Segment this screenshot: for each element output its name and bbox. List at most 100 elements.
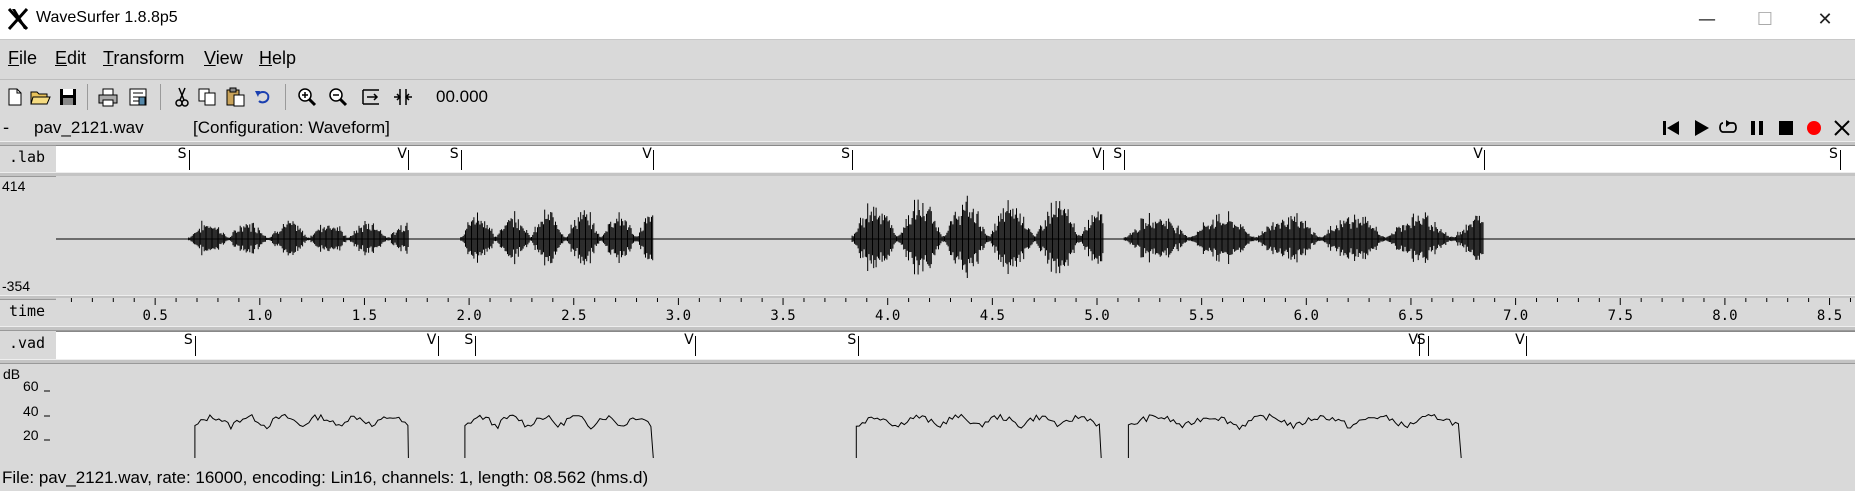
- time-tick-label: 6.0: [1294, 308, 1319, 324]
- time-tick-label: 3.5: [770, 308, 795, 324]
- wave-max-label: 414: [2, 178, 26, 194]
- sound-header: - pav_2121.wav [Configuration: Waveform]: [0, 114, 1855, 142]
- vad-boundary-line[interactable]: [194, 336, 196, 356]
- new-file-icon[interactable]: [4, 86, 26, 108]
- wave-min-label: -354: [2, 278, 31, 294]
- time-tick-label: 6.5: [1398, 308, 1423, 324]
- time-tick-label: 4.5: [980, 308, 1005, 324]
- time-axis-label: time: [8, 302, 46, 320]
- toolbar: 00.000: [0, 79, 1855, 115]
- pane-divider: [0, 326, 1855, 331]
- paste-icon[interactable]: [224, 86, 246, 108]
- time-axis[interactable]: 0.5 1.0 1.5 2.0 2.5 3.0 3.5 4.0 4.5 5.0 5.5 6.0 6.5 7…: [56, 298, 1855, 326]
- vad-boundary-line[interactable]: [475, 336, 477, 356]
- vad-boundary-line[interactable]: [858, 336, 860, 356]
- time-tick-label: 5.5: [1189, 308, 1214, 324]
- time-tick-label: 0.5: [143, 308, 168, 324]
- vad-boundary-line[interactable]: [1427, 336, 1429, 356]
- undo-icon[interactable]: [252, 86, 274, 108]
- lab-boundary-line[interactable]: [653, 150, 655, 170]
- lab-boundary-line[interactable]: [188, 150, 190, 170]
- time-tick-label: 4.0: [875, 308, 900, 324]
- minimize-button[interactable]: —: [1679, 0, 1735, 39]
- stop-icon[interactable]: [1775, 117, 1797, 139]
- maximize-button[interactable]: ☐: [1737, 0, 1793, 39]
- db-power-curve: [194, 413, 409, 459]
- vad-boundary-line[interactable]: [1419, 336, 1421, 356]
- lab-segment-label: V: [642, 146, 652, 162]
- play-icon[interactable]: [1690, 117, 1712, 139]
- lab-boundary-line[interactable]: [1484, 150, 1486, 170]
- lab-segment-label: S: [1829, 146, 1838, 162]
- vad-boundary-line[interactable]: [437, 336, 439, 356]
- time-tick-label: 8.0: [1712, 308, 1737, 324]
- play-loop-icon[interactable]: [1717, 117, 1739, 139]
- time-tick-label: 7.5: [1608, 308, 1633, 324]
- db-power-pane[interactable]: [56, 366, 1855, 466]
- menu-transform[interactable]: Transform: [103, 48, 185, 68]
- menu-bar: File Edit Transform View Help: [0, 39, 1855, 79]
- vad-boundary-line[interactable]: [1526, 336, 1528, 356]
- configuration-label: [Configuration: Waveform]: [193, 118, 390, 137]
- vad-segment-label: S: [847, 332, 857, 348]
- menu-view[interactable]: View: [204, 48, 243, 68]
- toolbar-separator: [285, 84, 286, 110]
- lab-segment-label: S: [841, 146, 850, 162]
- properties-icon[interactable]: [127, 86, 149, 108]
- print-icon[interactable]: [97, 86, 119, 108]
- lab-boundary-line[interactable]: [852, 150, 854, 170]
- lab-segment-label: V: [1092, 146, 1102, 162]
- toolbar-separator: [87, 84, 88, 110]
- menu-edit[interactable]: Edit: [55, 48, 87, 68]
- lab-segment-label: S: [449, 146, 459, 162]
- zoom-in-icon[interactable]: [296, 86, 318, 108]
- zoom-out-icon[interactable]: [327, 86, 349, 108]
- record-icon[interactable]: [1803, 117, 1825, 139]
- maximize-icon: ☐: [1756, 9, 1774, 30]
- lab-boundary-line[interactable]: [408, 150, 410, 170]
- lab-boundary-line[interactable]: [460, 150, 462, 170]
- minimize-icon: —: [1698, 9, 1716, 30]
- close-icon: ✕: [1817, 9, 1833, 30]
- pause-icon[interactable]: [1746, 117, 1768, 139]
- status-text: File: pav_2121.wav, rate: 16000, encodin…: [2, 468, 649, 487]
- time-tick-label: 8.5: [1817, 308, 1842, 324]
- time-tick-label: 3.0: [666, 308, 691, 324]
- db-power-curve: [855, 413, 1102, 459]
- zoom-fit-icon[interactable]: [360, 86, 382, 108]
- close-sound-icon[interactable]: [1831, 117, 1853, 139]
- lab-boundary-line[interactable]: [1124, 150, 1126, 170]
- wavesurfer-logo-icon: [7, 7, 29, 31]
- vad-boundary-line[interactable]: [695, 336, 697, 356]
- time-tick-label: 1.0: [247, 308, 272, 324]
- db-tick-label: 60: [23, 378, 39, 394]
- db-axis-ticks: [44, 390, 50, 441]
- sound-menu-button[interactable]: -: [3, 118, 10, 138]
- menu-file[interactable]: File: [8, 48, 38, 68]
- lab-boundary-line[interactable]: [1840, 150, 1841, 170]
- db-power-curve: [1127, 413, 1462, 459]
- lab-segment-label: V: [1473, 146, 1483, 162]
- lab-segment-label: S: [1113, 146, 1123, 162]
- zoom-selection-icon[interactable]: [392, 86, 414, 108]
- time-tick-label: 5.0: [1084, 308, 1109, 324]
- waveform-pane[interactable]: [56, 176, 1855, 295]
- time-tick-label: 7.0: [1503, 308, 1528, 324]
- lab-boundary-line[interactable]: [1103, 150, 1105, 170]
- save-icon[interactable]: [57, 86, 79, 108]
- open-folder-icon[interactable]: [29, 86, 51, 108]
- close-window-button[interactable]: ✕: [1797, 0, 1853, 39]
- time-tick-label: 1.5: [352, 308, 377, 324]
- time-readout: 00.000: [436, 87, 488, 106]
- vad-segment-label: S: [183, 332, 193, 348]
- title-bar: WaveSurfer 1.8.8p5 — ☐ ✕: [0, 0, 1855, 39]
- copy-icon[interactable]: [196, 86, 218, 108]
- vad-pane-label: .vad: [8, 334, 46, 352]
- status-bar: File: pav_2121.wav, rate: 16000, encodin…: [0, 465, 1855, 491]
- skip-to-start-icon[interactable]: [1660, 117, 1682, 139]
- toolbar-separator: [160, 84, 161, 110]
- menu-help[interactable]: Help: [259, 48, 297, 68]
- cut-icon[interactable]: [171, 86, 193, 108]
